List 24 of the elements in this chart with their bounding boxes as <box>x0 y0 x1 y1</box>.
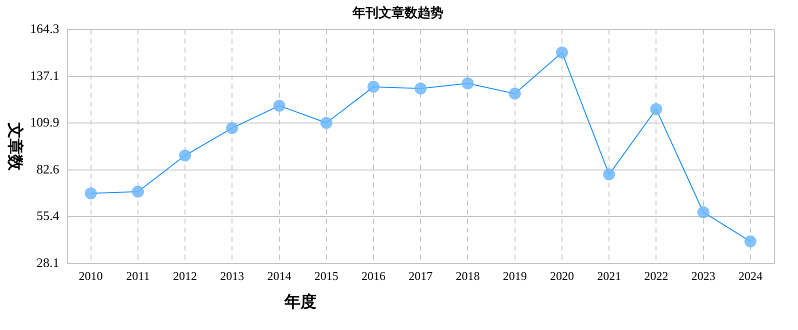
x-tick-label: 2019 <box>502 268 527 283</box>
x-tick-label: 2018 <box>456 268 480 283</box>
y-tick-label: 28.1 <box>36 255 60 270</box>
chart-title: 年刊文章数趋势 <box>352 5 444 20</box>
x-tick-label: 2013 <box>220 268 244 283</box>
y-tick-label: 164.3 <box>30 21 60 36</box>
x-tick-label: 2022 <box>644 268 668 283</box>
y-tick-label: 137.1 <box>30 68 60 83</box>
x-tick-label: 2010 <box>78 268 103 283</box>
x-tick-label: 2014 <box>267 268 292 283</box>
y-tick-label: 109.9 <box>30 114 60 130</box>
x-tick-label: 2020 <box>550 268 574 283</box>
x-tick-label: 2024 <box>738 268 762 283</box>
y-tick-label: 82.6 <box>36 161 60 176</box>
x-tick-label: 2023 <box>691 268 716 283</box>
x-tick-label: 2016 <box>362 268 386 283</box>
x-tick-label: 2012 <box>173 268 198 283</box>
y-tick-label: 55.4 <box>36 208 60 224</box>
x-tick-label: 2017 <box>408 268 433 283</box>
y-axis-title: 文章数 <box>6 122 24 172</box>
x-tick-label: 2021 <box>597 268 622 283</box>
x-tick-label: 2015 <box>314 268 338 283</box>
x-tick-label: 2011 <box>126 268 150 283</box>
x-axis-title: 年度 <box>283 292 316 312</box>
